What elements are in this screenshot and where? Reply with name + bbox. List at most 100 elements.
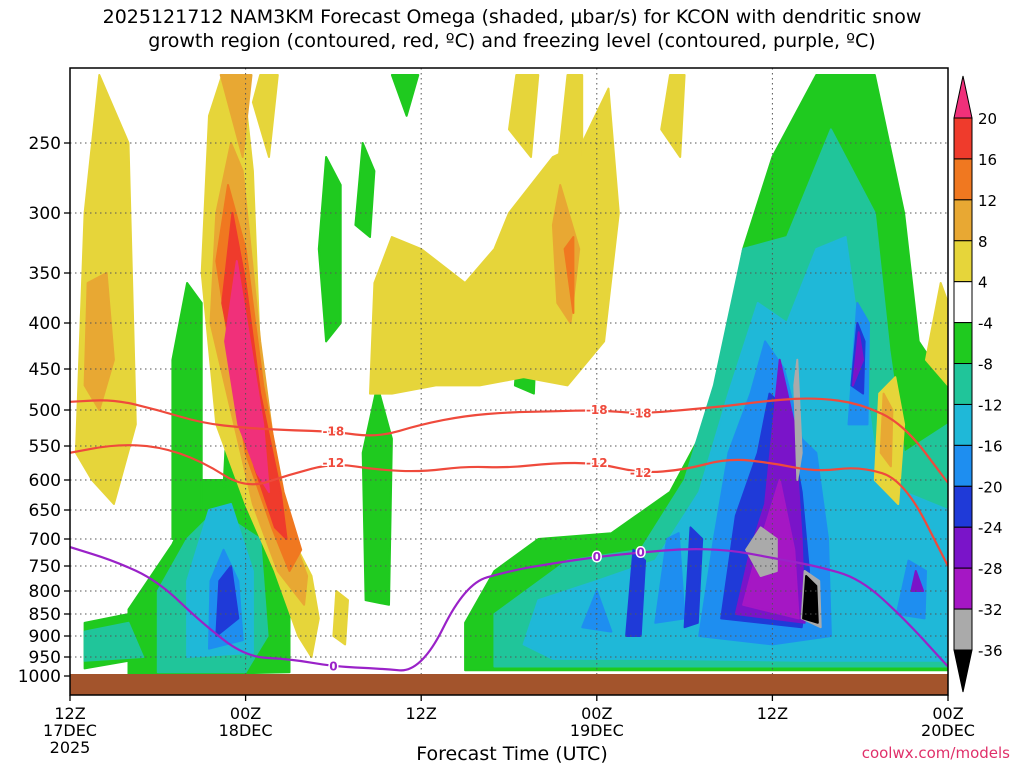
colorbar-band-7 — [953, 363, 973, 405]
y-tick-label-250: 250 — [29, 134, 61, 154]
colorbar-band-3 — [953, 199, 973, 242]
omega-region-52 — [224, 260, 270, 493]
colorbar-label-2: 12 — [978, 192, 997, 210]
omega-region-28 — [910, 570, 925, 592]
colorbar-band-12 — [953, 567, 973, 610]
colorbar-label-12: -32 — [978, 601, 1003, 619]
colorbar-band-11 — [953, 526, 973, 569]
dgz-upper-label-0: -18 — [323, 425, 345, 439]
x-tick-date-5: 20DEC — [921, 721, 975, 740]
omega-region-39 — [557, 74, 584, 158]
x-tick-label-3: 00Z — [581, 704, 612, 723]
y-tick-label-1000: 1000 — [18, 667, 61, 687]
colorbar-band-8 — [953, 403, 973, 446]
dgz-upper-label-1: -18 — [586, 403, 608, 417]
colorbar-label-6: -8 — [978, 356, 993, 374]
colorbar-label-8: -16 — [978, 437, 1003, 455]
colorbar-label-3: 8 — [978, 233, 988, 251]
y-tick-label-700: 700 — [29, 530, 61, 550]
y-tick-label-400: 400 — [29, 314, 61, 334]
colorbar-band-6 — [953, 322, 973, 365]
x-tick-label-4: 12Z — [757, 704, 788, 723]
y-tick-label-450: 450 — [29, 360, 61, 380]
colorbar-label-1: 16 — [978, 151, 997, 169]
y-tick-label-500: 500 — [29, 401, 61, 421]
colorbar-band-4 — [953, 240, 973, 283]
omega-region-11 — [83, 621, 145, 662]
omega-shading — [74, 74, 948, 677]
x-tick-date-0: 17DEC — [43, 721, 97, 740]
x-tick-label-0: 12Z — [54, 704, 85, 723]
omega-region-3 — [171, 282, 203, 540]
dgz-lower-label-0: -12 — [323, 456, 345, 470]
omega-region-5 — [317, 156, 342, 343]
y-tick-label-850: 850 — [29, 605, 61, 625]
freezing-level-label-2: 0 — [637, 546, 645, 560]
colorbar-top-arrow — [953, 75, 973, 119]
colorbar-label-9: -20 — [978, 478, 1003, 496]
dgz-lower-label-2: -12 — [630, 466, 652, 480]
dgz-upper-label-2: -18 — [630, 407, 652, 421]
omega-region-30 — [745, 526, 778, 577]
x-tick-label-5: 00Z — [932, 704, 963, 723]
omega-region-32 — [793, 358, 803, 481]
omega-region-33 — [802, 575, 819, 624]
omega-region-40 — [660, 74, 686, 158]
y-tick-label-900: 900 — [29, 627, 61, 647]
dgz-lower-line — [70, 444, 948, 568]
colorbar-band-9 — [953, 444, 973, 487]
omega-colorbar: 20 16 12 8 4 -4 -8 -12 -16 -20 -24 -28 -32 -36 — [953, 75, 1003, 693]
pressure-axis: 2503003504004505005506006507007508008509… — [18, 134, 70, 687]
omega-region-44 — [83, 272, 115, 411]
y-tick-label-550: 550 — [29, 437, 61, 457]
omega-region-38 — [508, 74, 540, 158]
x-tick-date-3: 19DEC — [570, 721, 624, 740]
freezing-level-label-1: 0 — [593, 550, 601, 564]
colorbar-label-13: -36 — [978, 642, 1003, 660]
colorbar-band-10 — [953, 485, 973, 528]
omega-region-37 — [369, 87, 620, 395]
x-axis-title: Forecast Time (UTC) — [416, 743, 608, 765]
omega-region-43 — [332, 590, 349, 646]
colorbar-bottom-arrow — [953, 649, 973, 693]
colorbar-band-13 — [953, 608, 973, 651]
x-tick-label-2: 12Z — [406, 704, 437, 723]
omega-region-42 — [925, 282, 948, 387]
colorbar-label-11: -28 — [978, 560, 1003, 578]
omega-region-50 — [563, 236, 575, 314]
x-tick-label-1: 00Z — [230, 704, 261, 723]
x-tick-year-0: 2025 — [50, 738, 91, 757]
y-tick-label-600: 600 — [29, 471, 61, 491]
colorbar-label-5: -4 — [978, 315, 993, 333]
temperature-contours: -18 -18 -18 -12 -12 -12 0 0 0 — [70, 397, 948, 675]
omega-region-27 — [851, 331, 865, 387]
omega-region-6 — [361, 384, 393, 606]
colorbar-band-1 — [953, 117, 973, 160]
freezing-level-line — [70, 546, 948, 672]
colorbar-label-7: -12 — [978, 396, 1003, 414]
omega-region-23 — [683, 526, 704, 629]
colorbar-label-4: 4 — [978, 274, 988, 292]
omega-region-48 — [219, 74, 253, 158]
y-tick-label-750: 750 — [29, 557, 61, 577]
colorbar-band-5 — [953, 281, 973, 324]
chart-title-line-1: 2025121712 NAM3KM Forecast Omega (shaded… — [102, 6, 922, 28]
omega-region-7 — [354, 142, 376, 238]
omega-region-8 — [390, 74, 420, 117]
omega-region-17 — [654, 532, 686, 624]
y-tick-label-650: 650 — [29, 501, 61, 521]
colorbar-label-0: 20 — [978, 110, 997, 128]
freezing-level-label-0: 0 — [329, 660, 337, 674]
colorbar-band-2 — [953, 158, 973, 201]
dgz-lower-label-1: -12 — [586, 456, 608, 470]
chart-title-line-2: growth region (contoured, red, ºC) and f… — [148, 30, 876, 52]
y-tick-label-300: 300 — [29, 204, 61, 224]
dgz-upper-line — [70, 397, 948, 485]
ground-surface — [70, 674, 948, 695]
y-tick-label-350: 350 — [29, 264, 61, 284]
credit-text: coolwx.com/models — [861, 744, 1010, 762]
omega-region-36 — [251, 74, 279, 158]
colorbar-label-10: -24 — [978, 519, 1003, 537]
